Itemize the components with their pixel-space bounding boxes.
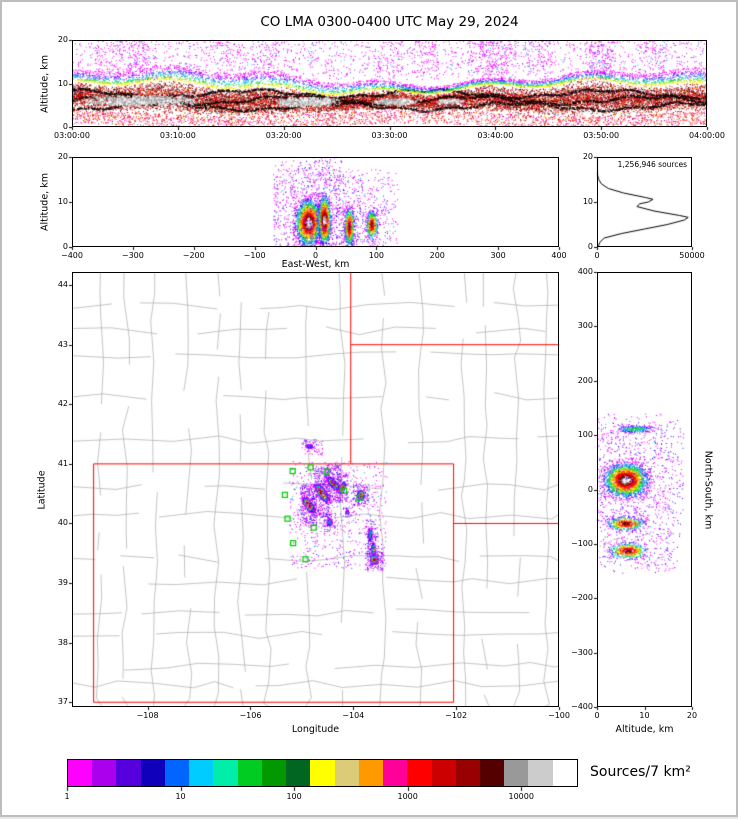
colorbar [67, 759, 578, 787]
tick-label: 200 [429, 251, 445, 260]
tick-label: 42 [57, 399, 68, 409]
tick-label: 20 [57, 152, 68, 161]
colorbar-cell [479, 760, 505, 786]
colorbar-cell [528, 760, 553, 786]
tick-label: −400 [61, 251, 83, 260]
tick-label: −100 [548, 711, 570, 720]
colorbar-cell [164, 760, 190, 786]
tick-label: 0 [62, 122, 68, 131]
tick-label: −300 [121, 251, 144, 260]
colorbar-cell [189, 760, 214, 786]
tick-label: 03:30:00 [371, 131, 408, 140]
tick-label: 200 [577, 375, 593, 385]
altitude-histogram-panel [597, 157, 692, 247]
ew-panel-x-axis-label: East-West, km [281, 259, 350, 270]
tick-label: 03:40:00 [477, 131, 514, 140]
tick-label: 03:20:00 [265, 131, 302, 140]
tick-label: 41 [57, 458, 68, 468]
tick-label: −100 [243, 251, 266, 260]
tick-label: −106 [239, 711, 262, 720]
colorbar-cell [92, 760, 117, 786]
time-height-panel [72, 40, 707, 127]
tick-label: 40 [57, 518, 68, 528]
tick-label: −100 [571, 538, 593, 548]
tick-label: 03:00:00 [54, 131, 90, 140]
tick-label: −400 [571, 702, 593, 711]
colorbar-cell [383, 760, 408, 786]
colorbar-cell [334, 760, 359, 786]
tick-label: −102 [445, 711, 468, 720]
tick-label: 0 [587, 484, 593, 494]
tick-label: −300 [571, 647, 593, 657]
tick-label: 10 [582, 197, 593, 206]
tick-label: 100 [286, 792, 302, 801]
colorbar-cell [504, 760, 529, 786]
tick-label: 400 [551, 251, 567, 260]
tick-label: −108 [136, 711, 159, 720]
ns-panel-x-axis-label: Altitude, km [615, 724, 674, 735]
tick-label: 04:00:00 [689, 131, 725, 140]
tick-label: 0 [594, 251, 600, 260]
colorbar-cell [237, 760, 262, 786]
tick-label: 0 [62, 242, 68, 251]
tick-label: 38 [57, 637, 68, 647]
tick-label: 03:50:00 [583, 131, 620, 140]
tick-label: 0 [312, 251, 319, 260]
colorbar-cell [310, 760, 335, 786]
tick-label: 0 [587, 242, 593, 251]
tick-label: 39 [57, 578, 68, 588]
figure-title: CO LMA 0300-0400 UTC May 29, 2024 [260, 14, 519, 30]
tick-label: 1000 [397, 792, 418, 801]
tick-label: 100 [368, 251, 385, 260]
colorbar-cell [358, 760, 384, 786]
tick-label: 03:10:00 [159, 131, 196, 140]
colorbar-cell [286, 760, 311, 786]
plan-view-map-panel [72, 272, 559, 707]
tick-label: 43 [57, 339, 68, 349]
colorbar-cell [431, 760, 456, 786]
north-south-cross-section-panel [597, 272, 692, 707]
tick-label: 20 [57, 35, 68, 44]
colorbar-cell [455, 760, 480, 786]
tick-label: −200 [182, 251, 205, 260]
tick-label: 1 [64, 792, 70, 801]
total-sources-annotation: 1,256,946 sources [617, 160, 687, 169]
colorbar-cell [261, 760, 287, 786]
tick-label: 0 [594, 711, 600, 720]
tick-label: 10000 [508, 792, 534, 801]
tick-label: 10 [57, 197, 68, 206]
tick-label: −104 [342, 711, 365, 720]
colorbar-cell [213, 760, 238, 786]
tick-label: 37 [57, 697, 68, 707]
tick-label: 300 [490, 251, 506, 260]
map-x-axis-label: Longitude [291, 724, 340, 735]
tick-label: 10 [639, 711, 650, 720]
map-y-axis-label: Latitude [36, 469, 48, 510]
tick-label: 400 [577, 267, 593, 276]
colorbar-cell [68, 760, 93, 786]
colorbar-cell [116, 760, 141, 786]
tick-label: 44 [57, 280, 68, 290]
tick-label: 300 [577, 321, 593, 331]
tick-label: 20 [686, 711, 698, 720]
tick-label: 10 [175, 792, 186, 801]
ns-panel-y-axis-label: North-South, km [702, 450, 714, 529]
colorbar-cell [140, 760, 165, 786]
tick-label: 20 [582, 152, 593, 161]
tick-label: 10 [57, 78, 68, 88]
tick-label: 100 [577, 430, 593, 440]
east-west-cross-section-panel [72, 157, 559, 247]
tick-label: 50000 [679, 251, 705, 260]
tick-label: −200 [571, 593, 593, 603]
colorbar-label: Sources/7 km² [590, 764, 691, 780]
colorbar-cell [552, 760, 577, 786]
colorbar-cell [407, 760, 432, 786]
